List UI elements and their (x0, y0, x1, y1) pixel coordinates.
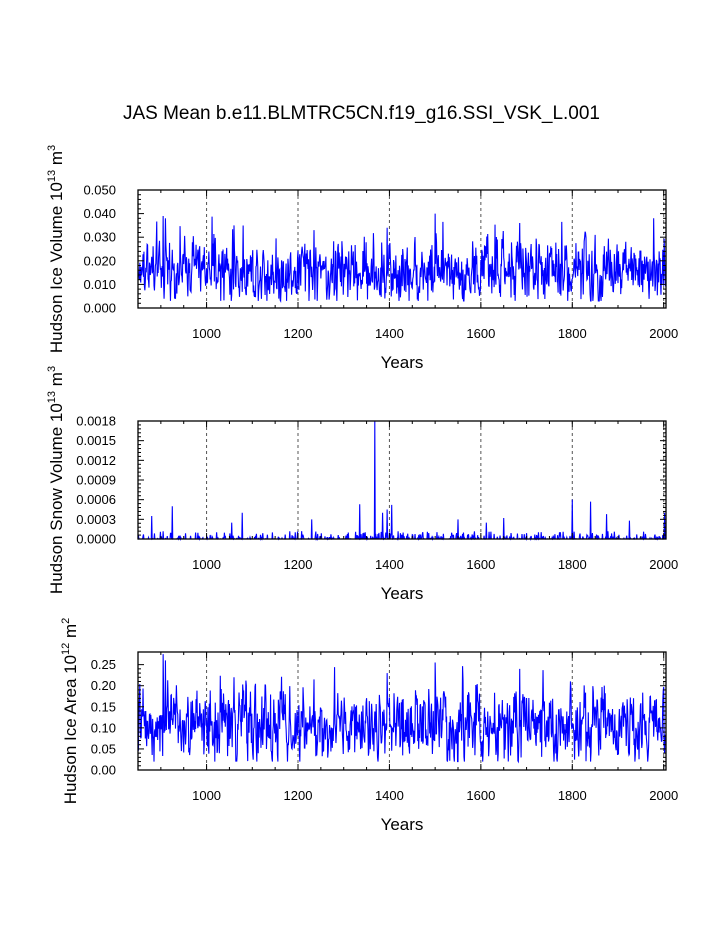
y-axis-title-exponent: 13 (46, 391, 58, 403)
x-axis-title: Years (381, 584, 424, 603)
x-axis-title: Years (381, 353, 424, 372)
series-line (137, 213, 667, 303)
y-axis-title-exponent: 12 (60, 643, 72, 655)
y-axis-title-main: Hudson Ice Volume 10 (47, 182, 66, 353)
x-tick-label: 1800 (558, 326, 587, 341)
y-tick-label: 0.0003 (76, 512, 116, 527)
y-axis-title-main: Hudson Ice Area 10 (61, 655, 80, 804)
y-tick-label: 0.0009 (76, 473, 116, 488)
x-tick-label: 1400 (375, 326, 404, 341)
y-axis-title-unit: m (61, 624, 80, 643)
y-tick-label: 0.000 (83, 301, 116, 316)
y-tick-label: 0.010 (83, 277, 116, 292)
x-tick-label: 1800 (558, 788, 587, 803)
x-tick-label: 2000 (649, 788, 678, 803)
chart-panel-1: 1000 1200 1400 1600 1800 2000 0.000 0.010 0.020 0… (46, 145, 678, 372)
y-axis-title-main: Hudson Snow Volume 10 (47, 403, 66, 594)
chart-panel-2: 1000 1200 1400 1600 1800 2000 0.0000 0.0003 0.00… (46, 366, 678, 603)
y-axis-title: Hudson Ice Volume 1013 m3 (46, 145, 66, 353)
page-title: JAS Mean b.e11.BLMTRC5CN.f19_g16.SSI_VSK… (122, 103, 601, 124)
x-tick-label: 1200 (284, 788, 313, 803)
y-tick-label: 0.15 (91, 699, 116, 714)
x-tick-label: 1600 (466, 326, 495, 341)
y-axis-title-unit: m (47, 151, 66, 170)
y-tick-label: 0.0006 (76, 492, 116, 507)
x-tick-label: 1000 (192, 326, 221, 341)
x-tick-label: 1000 (192, 557, 221, 572)
x-tick-label: 1400 (375, 557, 404, 572)
y-axis-title-unit-exponent: 3 (46, 366, 58, 372)
y-axis-title: Hudson Ice Area 1012 m2 (60, 618, 80, 805)
x-tick-label: 1600 (466, 557, 495, 572)
x-tick-label: 1000 (192, 788, 221, 803)
y-tick-label: 0.050 (83, 183, 116, 198)
y-tick-label: 0.030 (83, 230, 116, 245)
y-axis-title-unit-exponent: 3 (46, 145, 58, 151)
y-tick-label: 0.0015 (76, 433, 116, 448)
x-tick-label: 1600 (466, 788, 495, 803)
y-tick-label: 0.020 (83, 253, 116, 268)
y-tick-label: 0.25 (91, 657, 116, 672)
x-tick-label: 2000 (649, 326, 678, 341)
x-tick-label: 1200 (284, 326, 313, 341)
series-line (137, 420, 666, 542)
y-axis-title: Hudson Snow Volume 1013 m3 (46, 366, 66, 594)
y-axis-title-unit: m (47, 372, 66, 391)
y-tick-label: 0.05 (91, 741, 116, 756)
y-axis-title-unit-exponent: 2 (60, 618, 72, 624)
plot-frame (137, 420, 667, 540)
x-tick-label: 1800 (558, 557, 587, 572)
y-tick-label: 0.040 (83, 206, 116, 221)
y-tick-label: 0.20 (91, 678, 116, 693)
x-tick-label: 1400 (375, 788, 404, 803)
plot-frame (137, 189, 667, 309)
y-tick-label: 0.10 (91, 720, 116, 735)
y-tick-label: 0.0000 (76, 532, 116, 547)
y-tick-label: 0.0018 (76, 414, 116, 429)
y-tick-label: 0.00 (91, 763, 116, 778)
x-tick-label: 1200 (284, 557, 313, 572)
y-axis-title-exponent: 13 (46, 170, 58, 182)
series-line (137, 654, 667, 764)
x-axis-title: Years (381, 815, 424, 834)
y-tick-label: 0.0012 (76, 453, 116, 468)
x-tick-label: 2000 (649, 557, 678, 572)
chart-panel-3: 1000 1200 1400 1600 1800 2000 0.00 0.05 0.10 0.15… (60, 618, 678, 834)
